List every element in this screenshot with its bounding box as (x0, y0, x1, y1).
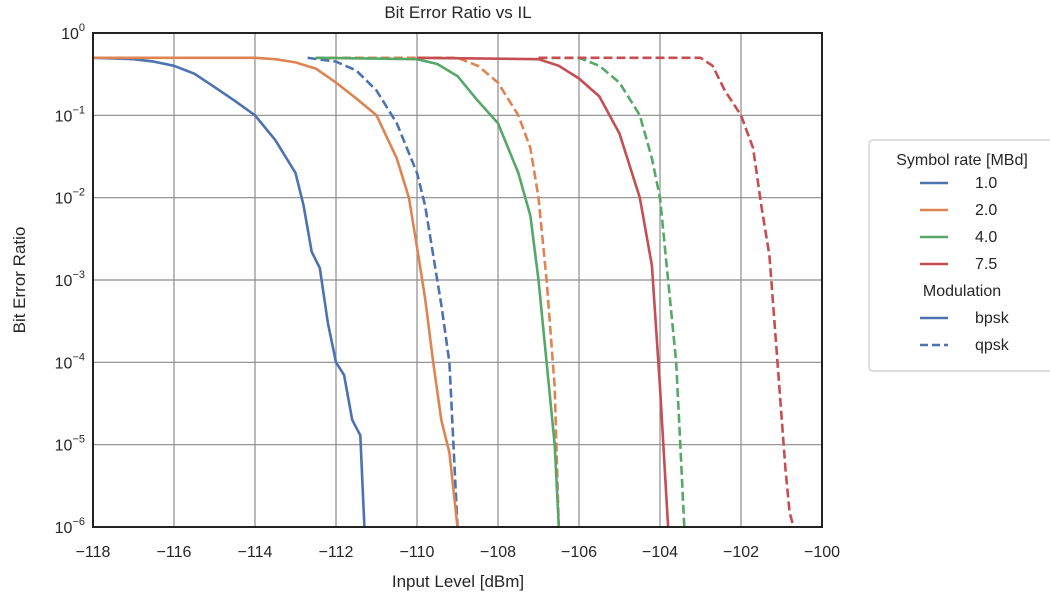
legend-style-title: Modulation (923, 283, 1001, 300)
series-line-1-0-bpsk (92, 56, 366, 528)
plot-frame (92, 32, 823, 528)
series-line-4-0-bpsk (315, 56, 561, 528)
x-tick-label: −114 (238, 544, 273, 561)
x-tick-label: −106 (561, 544, 597, 561)
grid-lines (92, 32, 823, 528)
x-tick-label: −118 (76, 544, 111, 561)
legend-entry-label: qpsk (975, 337, 1010, 354)
x-axis-ticks: −118 −116 −114 −112 −110 −108 −106 −104 −102 −100 (76, 544, 841, 561)
y-tick-label: 10−6 (55, 516, 85, 537)
series-line-7-5-qpsk (538, 56, 795, 528)
legend-entry-label: 2.0 (975, 202, 997, 219)
series-line-2-0-qpsk (315, 56, 561, 528)
y-tick-label: 10−3 (55, 269, 85, 290)
x-tick-label: −108 (480, 544, 516, 561)
x-tick-label: −104 (642, 544, 678, 561)
y-tick-label: 10−5 (55, 434, 85, 455)
legend-entry-label: 4.0 (975, 229, 997, 246)
y-tick-label: 10−1 (55, 104, 85, 125)
x-tick-label: −112 (319, 544, 354, 561)
series-line-2-0-bpsk (93, 56, 459, 528)
series-line-7-5-bpsk (416, 56, 670, 528)
series-line-4-0-qpsk (538, 56, 686, 528)
x-tick-label: −102 (723, 544, 759, 561)
x-tick-label: −110 (400, 544, 435, 561)
x-tick-label: −116 (157, 544, 192, 561)
y-tick-label: 100 (61, 22, 85, 43)
x-axis-label: Input Level [dBm] (392, 572, 524, 591)
y-axis-label: Bit Error Ratio (10, 227, 29, 334)
x-tick-label: −100 (804, 544, 840, 561)
y-tick-label: 10−4 (55, 351, 85, 372)
chart-title: Bit Error Ratio vs IL (384, 3, 531, 22)
plot-series (92, 56, 795, 528)
legend-entry-label: bpsk (975, 310, 1010, 327)
legend-hue-title: Symbol rate [MBd] (896, 152, 1028, 169)
legend: Symbol rate [MBd] 1.0 2.0 4.0 7.5 Modulation… (868, 139, 1050, 372)
legend-frame (868, 139, 1050, 372)
y-tick-label: 10−2 (55, 187, 85, 208)
y-axis-ticks: 100 10−1 10−2 10−3 10−4 10−5 10−6 (55, 22, 85, 537)
series-line-1-0-qpsk (307, 56, 459, 528)
legend-entry-label: 7.5 (975, 256, 997, 273)
legend-entry-label: 1.0 (975, 175, 997, 192)
